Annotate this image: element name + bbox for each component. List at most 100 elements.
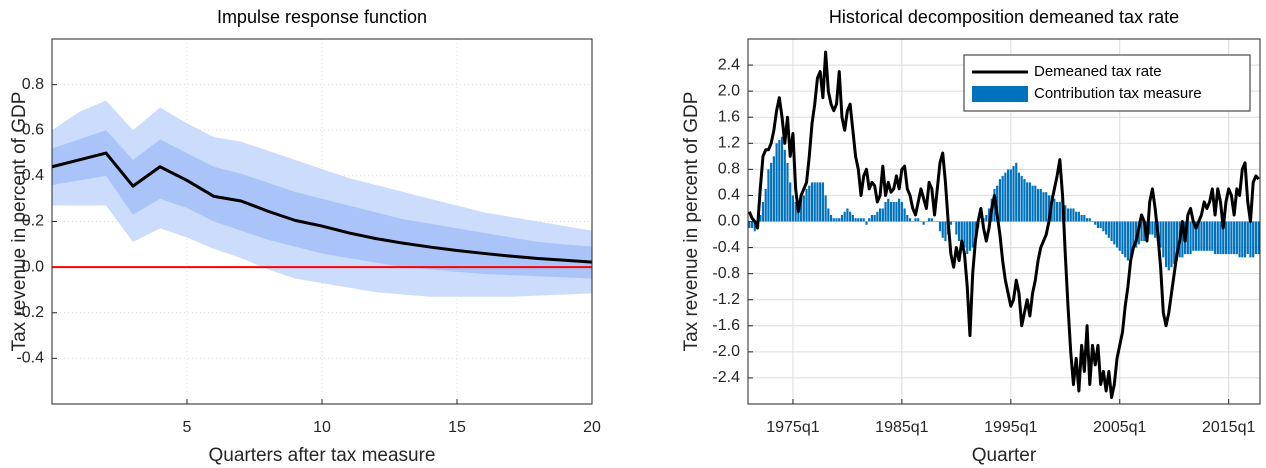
bar bbox=[908, 218, 912, 222]
x-tick-label: 15 bbox=[448, 419, 466, 436]
panel: -2.4 -2.0 -1.6 -1.2 -0.8 -0.4 0.0 0.4 0.8 1.2 1.6 2… bbox=[681, 7, 1261, 466]
bar bbox=[1230, 221, 1233, 255]
legend-swatch bbox=[972, 86, 1028, 102]
bar bbox=[1088, 218, 1091, 222]
bar bbox=[816, 182, 819, 222]
bar bbox=[1072, 208, 1075, 222]
bar bbox=[881, 208, 884, 222]
bar bbox=[1238, 221, 1241, 258]
bar bbox=[1004, 172, 1007, 222]
chart-title: Impulse response function bbox=[217, 7, 427, 27]
axes-frame bbox=[747, 38, 1261, 405]
bar bbox=[996, 185, 999, 222]
bar bbox=[949, 221, 952, 225]
bar bbox=[750, 221, 754, 229]
bar bbox=[1181, 221, 1184, 258]
line bbox=[51, 151, 593, 264]
bar bbox=[1219, 221, 1222, 255]
bar bbox=[985, 214, 988, 222]
confidence-band bbox=[52, 130, 592, 279]
bar bbox=[1249, 221, 1252, 258]
bar bbox=[819, 182, 822, 222]
bar bbox=[1257, 221, 1260, 255]
bar bbox=[1211, 221, 1214, 251]
bar bbox=[764, 188, 767, 222]
bar bbox=[884, 201, 887, 222]
y-tick-label: 1.6 bbox=[718, 108, 740, 125]
bar bbox=[791, 195, 795, 222]
bar bbox=[1080, 214, 1083, 222]
y-tick-label: -1.2 bbox=[712, 291, 740, 308]
y-tick-label: 0.6 bbox=[22, 121, 44, 138]
bar bbox=[889, 201, 893, 222]
bar bbox=[859, 218, 863, 222]
y-tick-label: -2.0 bbox=[712, 343, 740, 360]
bar bbox=[876, 211, 879, 222]
bar bbox=[772, 156, 775, 222]
bar bbox=[922, 221, 925, 225]
panel: -0.4 -0.2 0.0 0.2 0.4 0.6 0.8 5 10 15 20 Impulse re… bbox=[9, 7, 601, 466]
y-tick-label: -0.2 bbox=[16, 304, 44, 321]
bar bbox=[1192, 221, 1195, 251]
bar bbox=[1170, 221, 1173, 268]
bar bbox=[873, 214, 876, 222]
bar bbox=[1042, 192, 1045, 222]
bar bbox=[770, 162, 773, 222]
bar bbox=[1064, 205, 1067, 222]
bar bbox=[1124, 221, 1127, 258]
y-tick-label: -2.4 bbox=[712, 369, 740, 386]
bar bbox=[851, 214, 854, 222]
bar bbox=[835, 218, 838, 222]
y-tick-label: 0.8 bbox=[718, 161, 740, 178]
bar bbox=[1077, 211, 1080, 222]
bar bbox=[1096, 221, 1100, 229]
bar bbox=[966, 221, 969, 255]
bar bbox=[854, 218, 857, 222]
bar bbox=[1243, 221, 1247, 258]
x-tick-label: 1975q1 bbox=[766, 419, 819, 436]
x-tick-label: 2005q1 bbox=[1093, 419, 1146, 436]
bar bbox=[1164, 221, 1168, 268]
x-axis-label: Quarters after tax measure bbox=[208, 445, 435, 466]
bar bbox=[1017, 172, 1021, 222]
bar bbox=[832, 218, 835, 222]
x-axis-label: Quarter bbox=[972, 445, 1037, 466]
bar bbox=[761, 201, 765, 222]
bar bbox=[1069, 208, 1072, 222]
bar bbox=[998, 179, 1002, 222]
bar bbox=[900, 201, 903, 222]
bar bbox=[800, 195, 803, 222]
bar bbox=[1036, 188, 1040, 222]
bar bbox=[1173, 221, 1176, 264]
bar bbox=[821, 182, 824, 222]
bar bbox=[1009, 169, 1012, 222]
y-tick-label: -0.4 bbox=[16, 350, 44, 367]
bar bbox=[1200, 221, 1203, 251]
axes-frame bbox=[51, 38, 593, 405]
bar bbox=[960, 221, 963, 245]
bar bbox=[1140, 221, 1143, 242]
bar bbox=[1094, 221, 1097, 225]
bar bbox=[1167, 221, 1170, 271]
bar bbox=[1075, 211, 1078, 222]
bar bbox=[778, 140, 781, 222]
bar bbox=[1186, 221, 1189, 255]
bar bbox=[1099, 221, 1102, 229]
bar bbox=[955, 221, 958, 235]
y-tick-label: 0.0 bbox=[718, 213, 740, 230]
bar bbox=[1028, 182, 1031, 222]
bar bbox=[865, 221, 868, 225]
bar bbox=[748, 221, 751, 229]
legend-label: Demeaned tax rate bbox=[1034, 63, 1162, 80]
y-axis-label: Tax revenue in percent of GDP bbox=[681, 92, 702, 352]
bar bbox=[868, 218, 871, 222]
bar bbox=[1224, 221, 1228, 255]
bar bbox=[938, 221, 942, 232]
bar bbox=[767, 169, 770, 222]
bar bbox=[1227, 221, 1230, 255]
bar bbox=[1151, 221, 1154, 235]
bar bbox=[963, 221, 966, 248]
bar bbox=[794, 201, 797, 222]
bar bbox=[829, 214, 833, 222]
